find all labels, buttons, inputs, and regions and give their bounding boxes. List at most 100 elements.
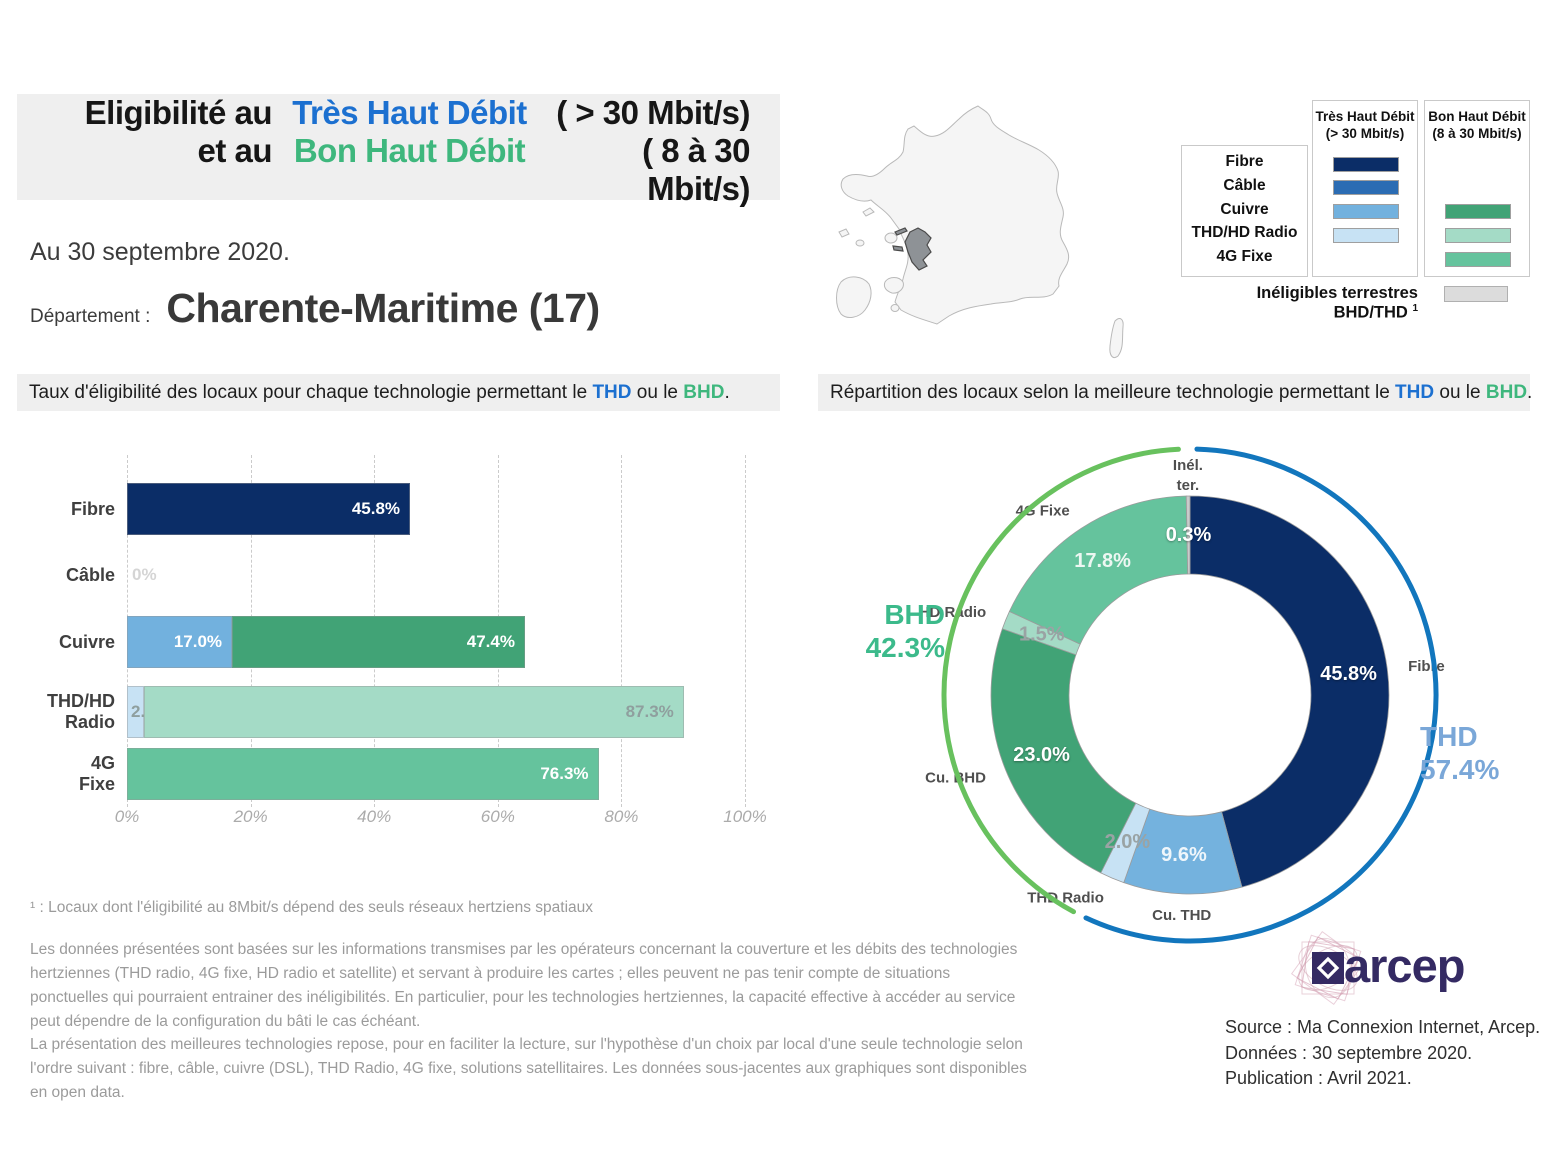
legend-bhd-column: Bon Haut Débit (8 à 30 Mbit/s)	[1424, 100, 1530, 277]
bar-category-thd-hd-radio: THD/HD Radio	[47, 691, 115, 732]
donut-pct-thd-radio: 2.0%	[1105, 831, 1151, 853]
donut-pct-cu-bhd: 23.0%	[1013, 744, 1070, 766]
department-highlight	[904, 227, 932, 271]
title-thd: Très Haut Débit	[292, 94, 527, 131]
data-date: Au 30 septembre 2020.	[30, 238, 290, 266]
legend-swatch-bhd-cuivre	[1445, 204, 1511, 220]
donut-chart-title-text: Répartition des locaux selon la meilleur…	[830, 382, 1396, 403]
bar-segment-4g-fixe: 76.3%	[127, 748, 599, 800]
bar-chart-title-text: Taux d'éligibilité des locaux pour chaqu…	[29, 382, 593, 403]
donut-slice-cu-bhd	[990, 628, 1137, 874]
title-thd-range: ( > 30 Mbit/s)	[556, 94, 750, 131]
island-reunion	[883, 277, 904, 294]
legend-row-fibre: Fibre	[1225, 153, 1264, 170]
legend-swatch-thd-cuivre	[1333, 204, 1399, 220]
legend-thd-header: Très Haut Débit (> 30 Mbit/s)	[1313, 108, 1417, 142]
legend-ineligibles-label: Inéligibles terrestres BHD/THD 1	[1180, 284, 1418, 323]
france-map	[836, 105, 1124, 359]
legend-row-cuivre: Cuivre	[1220, 200, 1269, 218]
bar-value-label: 17.0%	[173, 632, 223, 651]
legend-ineligibles-footnote-mark: 1	[1412, 303, 1418, 314]
island-2	[838, 228, 850, 238]
bar-chart-title-bhd: BHD	[683, 382, 725, 403]
donut-chart-title: Répartition des locaux selon la meilleur…	[818, 374, 1533, 411]
x-axis-tick-label: 60%	[480, 807, 515, 826]
bar-value-label: 47.4%	[466, 632, 515, 651]
donut-pct-fibre: 45.8%	[1320, 663, 1377, 685]
bar-zero-label: 0%	[132, 565, 157, 584]
legend-swatch-thd-fibre	[1333, 156, 1399, 172]
bar-segment-hd-radio: 87.3%	[144, 686, 684, 738]
bar-row-4g-fixe: 76.3%	[127, 748, 745, 800]
legend-bhd-subtitle: (8 à 30 Mbit/s)	[1432, 126, 1522, 141]
donut-pct-in-l-ter: 0.3%	[1166, 524, 1212, 546]
donut-label-cu-thd: Cu. THD	[1152, 907, 1211, 924]
bar-value-label: 76.3%	[540, 764, 589, 783]
island-re	[894, 227, 908, 236]
bar-chart-title-thd: THD	[592, 382, 632, 403]
bar-row-c-ble: 0%	[127, 549, 745, 601]
grid-line	[745, 455, 746, 807]
footnote-1: ¹ : Locaux dont l'éligibilité au 8Mbit/s…	[30, 899, 594, 916]
x-axis-tick-label: 80%	[604, 807, 639, 826]
legend-row-thd-hd-radio: THD/HD Radio	[1191, 224, 1298, 242]
legend-swatch-bhd-4g-fixe	[1445, 251, 1511, 267]
donut-thd-total-label: THD 57.4%	[1420, 720, 1499, 786]
donut-chart-title-end: .	[1527, 382, 1533, 403]
arcep-logo-text: arcep	[1344, 939, 1465, 992]
donut-label-cu-bhd: Cu. BHD	[925, 769, 986, 786]
island-3	[855, 239, 865, 247]
title-bhd: Bon Haut Débit	[293, 132, 526, 169]
donut-bhd-total-label: BHD 42.3%	[845, 598, 945, 664]
legend-thd-subtitle: (> 30 Mbit/s)	[1325, 126, 1405, 141]
bar-row-thd-hd-radio: 2.8% 87.3%	[127, 686, 745, 738]
bar-chart-category-labels: Fibre Câble Cuivre THD/HD Radio 4G Fixe	[0, 455, 115, 801]
title-prefix-2: et au	[197, 132, 272, 169]
legend-thd-title: Très Haut Débit	[1315, 109, 1415, 124]
island-oleron	[892, 245, 904, 252]
bar-category-fibre: Fibre	[70, 498, 115, 519]
donut-slice-in-l-ter	[1185, 495, 1191, 575]
legend-row-4g-fixe: 4G Fixe	[1216, 248, 1273, 266]
legend-bhd-title: Bon Haut Débit	[1428, 109, 1526, 124]
bar-category-c-ble: Câble	[65, 564, 115, 585]
bar-category-cuivre: Cuivre	[58, 631, 115, 652]
donut-slice-fibre	[1189, 495, 1390, 888]
island-4	[884, 232, 898, 244]
legend-bhd-header: Bon Haut Débit (8 à 30 Mbit/s)	[1425, 108, 1529, 142]
island-1	[862, 207, 875, 217]
donut-chart-title-bhd: BHD	[1485, 382, 1528, 403]
title-box: Eligibilité au Très Haut Débit ( > 30 Mb…	[17, 94, 780, 207]
legend-thd-column: Très Haut Débit (> 30 Mbit/s)	[1312, 100, 1418, 277]
title-line-1: Eligibilité au Très Haut Débit ( > 30 Mb…	[47, 94, 751, 132]
bar-segment-fibre-thd: 45.8%	[127, 483, 411, 535]
legend-swatch-thd-c-ble	[1333, 180, 1399, 196]
bar-chart-plot: 0% 20% 40% 60% 80% 100% 45.8% 0% 17.0% 47.4% 2.8% 8…	[115, 455, 767, 826]
donut-pct-cu-thd: 9.6%	[1161, 844, 1207, 866]
donut-pct-hd-radio: 1.5%	[1019, 624, 1065, 646]
source-block: Source : Ma Connexion Internet, Arcep. D…	[1225, 1015, 1540, 1092]
department-name: Charente-Maritime (17)	[166, 285, 600, 331]
title-bhd-range: ( 8 à 30 Mbit/s)	[642, 132, 750, 207]
donut-outer-arc-bhd	[941, 446, 1181, 915]
thd-total-value: 57.4%	[1420, 754, 1500, 785]
france-mainland	[840, 105, 1070, 325]
bar-row-fibre: 45.8%	[127, 483, 745, 535]
legend-ineligibles-text: Inéligibles terrestres BHD/THD	[1256, 284, 1418, 322]
x-axis-tick-label: 100%	[723, 807, 767, 826]
donut-label-hd-radio: HD Radio	[919, 604, 987, 621]
legend-technology-labels: Fibre Câble Cuivre THD/HD Radio 4G Fixe	[1181, 145, 1308, 277]
title-line-2: et au Bon Haut Débit ( 8 à 30 Mbit/s)	[47, 132, 750, 208]
corsica	[1109, 318, 1124, 359]
bar-chart-title-end: .	[724, 382, 730, 403]
donut-outer-arc-thd	[1083, 446, 1439, 944]
department-row: Département : Charente-Maritime (17)	[30, 285, 600, 332]
bhd-total-name: BHD	[884, 599, 945, 630]
legend-ineligibles-swatch	[1444, 286, 1508, 302]
bar-value-label: 87.3%	[625, 702, 674, 721]
title-prefix-1: Eligibilité au	[84, 94, 273, 131]
bar-chart-title-mid: ou le	[631, 382, 684, 403]
data-date-line: Données : 30 septembre 2020.	[1225, 1042, 1473, 1063]
